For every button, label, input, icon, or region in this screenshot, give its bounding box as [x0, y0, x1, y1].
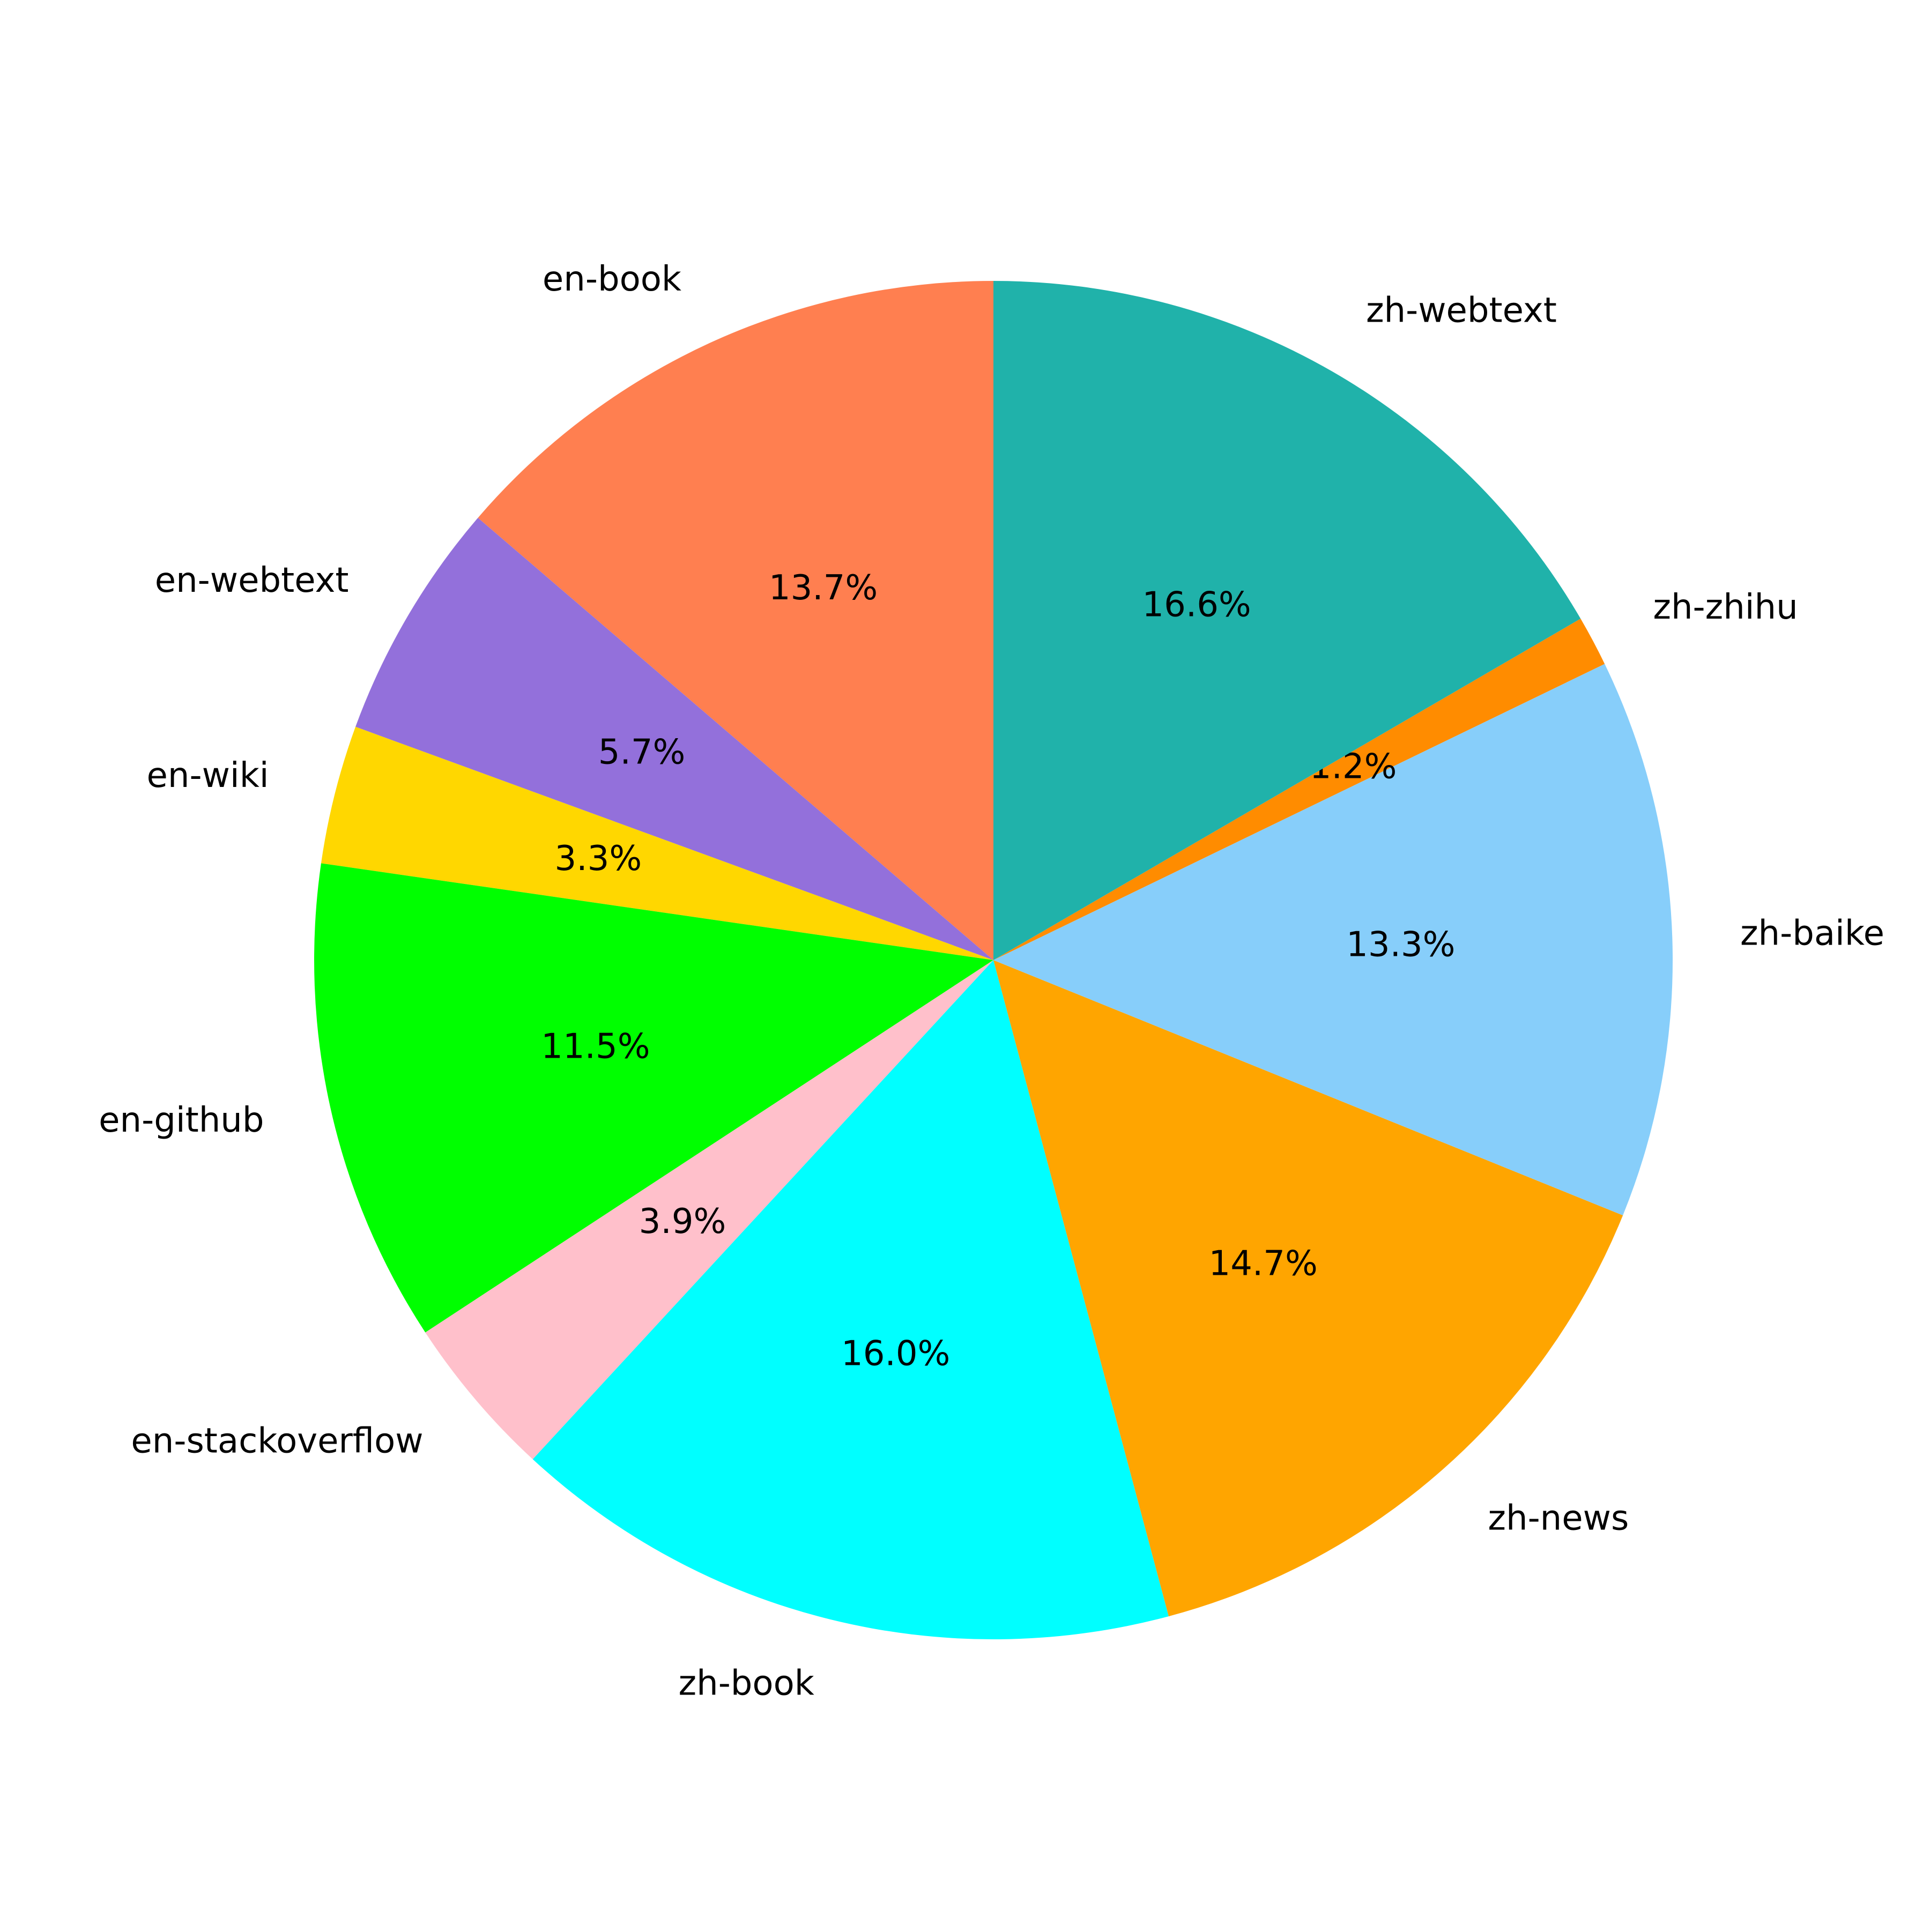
pie-slice	[478, 281, 993, 960]
percent-label: 16.6%	[1142, 585, 1251, 625]
slice-label: zh-zhihu	[1653, 588, 1798, 627]
percent-label: 11.5%	[541, 1027, 650, 1066]
percent-label: 13.7%	[769, 568, 878, 608]
slice-label: en-stackoverflow	[131, 1421, 423, 1461]
slice-label: en-wiki	[147, 756, 269, 796]
pie-slice	[314, 863, 993, 1333]
percent-label: 3.9%	[639, 1202, 726, 1242]
pie-slice	[532, 960, 1169, 1639]
slice-label: zh-webtext	[1366, 291, 1557, 331]
slice-label: en-webtext	[155, 561, 349, 600]
slice-label: en-github	[99, 1101, 264, 1140]
slice-label: en-book	[543, 259, 681, 299]
pie-slice	[993, 960, 1623, 1617]
percent-label: 5.7%	[598, 732, 686, 772]
percent-label: 14.7%	[1208, 1244, 1317, 1283]
pie-slice	[993, 281, 1581, 960]
pie-slice	[425, 960, 993, 1460]
slice-label: zh-book	[679, 1664, 814, 1704]
pie-slice	[355, 517, 993, 960]
percent-label: 16.0%	[841, 1334, 950, 1374]
percent-label: 13.3%	[1346, 925, 1455, 964]
percent-label: 3.3%	[555, 839, 642, 879]
slice-label: zh-baike	[1740, 914, 1884, 954]
slice-label: zh-news	[1488, 1498, 1629, 1538]
pie-slice	[321, 726, 994, 960]
pie-slice	[993, 664, 1673, 1216]
pie-slice	[993, 619, 1605, 960]
